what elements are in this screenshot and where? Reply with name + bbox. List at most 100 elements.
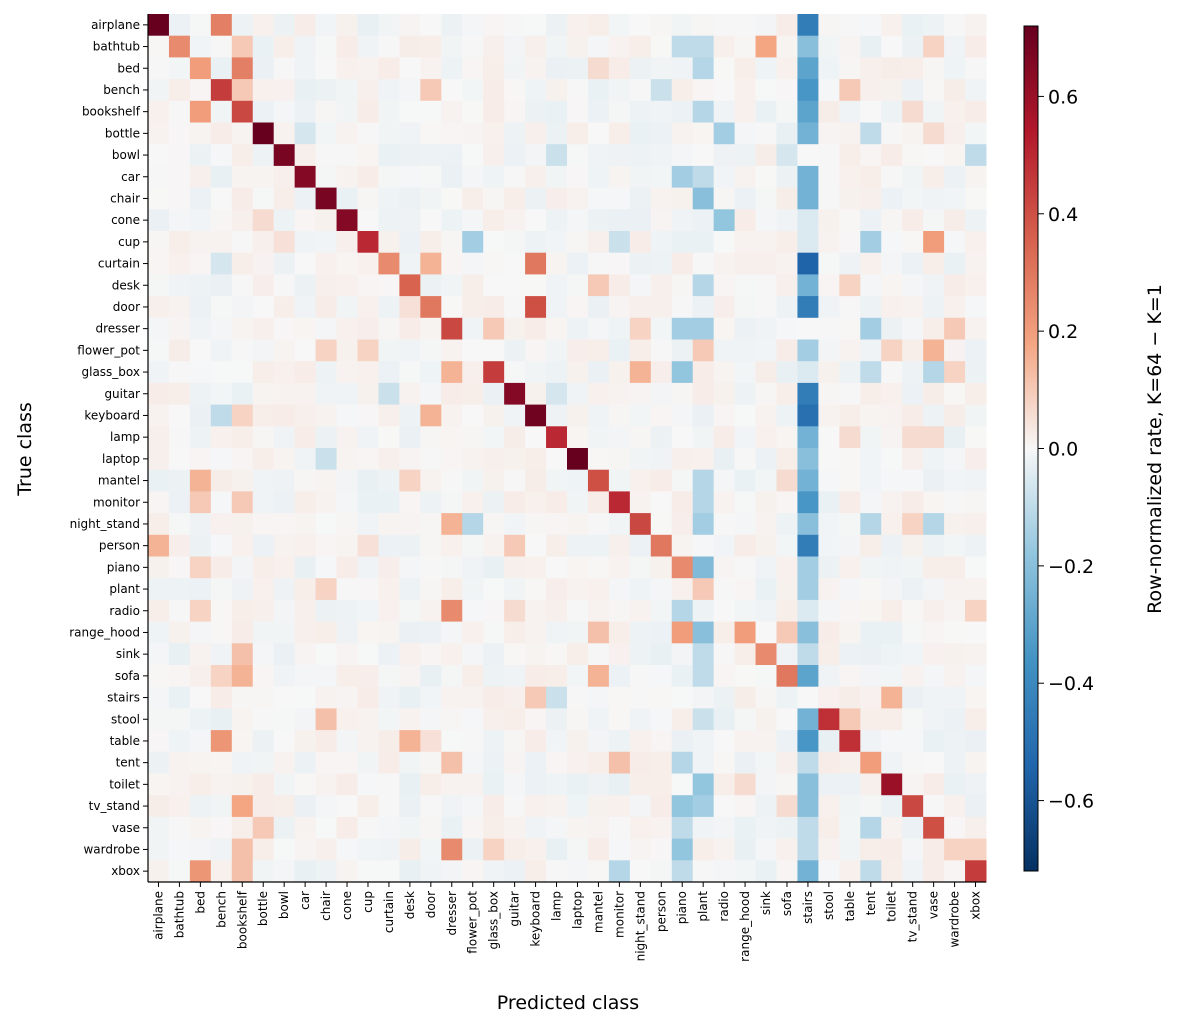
heatmap-cell [671,599,694,623]
heatmap-cell [797,534,819,557]
heatmap-cell [378,252,400,275]
heatmap-cell [860,621,882,644]
heatmap-cell [567,469,589,492]
heatmap-cell [315,274,338,297]
heatmap-cell [378,382,400,406]
heatmap-cell [713,231,736,254]
heatmap-cell [755,795,777,818]
heatmap-cell [504,317,526,340]
heatmap-cell [210,730,233,753]
heatmap-cell [189,708,212,731]
x-tick-label: bookshelf [235,890,249,949]
heatmap-cell [273,231,296,254]
heatmap-cell [420,35,442,58]
heatmap-cell [378,469,400,492]
heatmap-cell [357,708,379,731]
heatmap-cell [923,231,945,254]
heatmap-cell [650,274,673,297]
heatmap-cell [210,751,233,774]
heatmap-cell [189,274,212,297]
heatmap-cell [567,708,589,731]
heatmap-cell [734,599,757,623]
heatmap-cell [839,578,861,601]
heatmap-cell [902,708,924,731]
heatmap-cell [252,665,275,688]
heatmap-cell [210,252,233,275]
x-tick-label: monitor [612,891,626,938]
heatmap-cell [483,556,505,579]
heatmap-cell [881,274,903,297]
heatmap-cell [252,773,275,796]
x-tick-label: stairs [801,891,815,924]
heatmap-cell [818,751,840,774]
heatmap-cell [818,79,840,102]
y-tick-label: range_hood [69,625,140,639]
heatmap-cell [944,795,966,818]
heatmap-cell [567,426,589,449]
heatmap-cell [797,404,819,427]
heatmap-cell [734,404,757,427]
heatmap-cell [923,100,945,123]
heatmap-cell [734,643,757,666]
heatmap-cell [462,795,484,818]
heatmap-cell [483,382,505,406]
heatmap-cell [965,382,987,406]
heatmap-cell [692,708,715,731]
heatmap-cell [734,100,757,123]
heatmap-cell [713,534,736,557]
heatmap-cell [462,404,484,427]
heatmap-cell [776,35,798,58]
heatmap-cell [944,252,966,275]
heatmap-cell [525,187,547,210]
heatmap-cell [818,730,840,753]
heatmap-cell [546,556,568,579]
heatmap-cell [608,838,631,861]
heatmap-cell [923,382,945,406]
heatmap-cell [148,404,170,427]
heatmap-cell [168,773,191,796]
heatmap-cell [755,599,777,623]
heatmap-cell [483,57,505,80]
heatmap-cell [189,643,212,666]
heatmap-cell [504,448,526,471]
heatmap-cell [818,556,840,579]
heatmap-cell [483,838,505,861]
heatmap-cell [483,665,505,688]
heatmap-cell [273,578,296,601]
heatmap-cell [273,686,296,709]
heatmap-cell [210,621,233,644]
heatmap-cell [483,491,505,514]
heatmap-cell [797,35,819,58]
heatmap-cell [944,209,966,232]
heatmap-cell [525,860,547,883]
heatmap-cell [462,187,484,210]
heatmap-cell [755,339,777,362]
heatmap-cell [294,751,317,774]
heatmap-cell [504,231,526,254]
heatmap-cell [755,513,777,536]
heatmap-cell [839,79,861,102]
heatmap-cell [629,57,652,80]
heatmap-cell [399,35,421,58]
heatmap-cell [776,57,798,80]
heatmap-cell [650,838,673,861]
heatmap-cell [378,274,400,297]
heatmap-cell [818,122,840,145]
heatmap-cell [231,404,254,427]
heatmap-cell [734,665,757,688]
heatmap-cell [148,317,170,340]
heatmap-cell [420,621,442,644]
heatmap-cell [608,296,631,319]
heatmap-cell [713,816,736,840]
heatmap-cell [378,556,400,579]
heatmap-cell [357,578,379,601]
heatmap-cell [168,708,191,731]
heatmap-cell [210,317,233,340]
heatmap-cell [881,816,903,840]
heatmap-cell [148,35,170,58]
heatmap-cell [650,816,673,840]
heatmap-cell [902,144,924,167]
heatmap-cell [336,122,358,145]
heatmap-cell [148,187,170,210]
heatmap-cell [357,621,379,644]
